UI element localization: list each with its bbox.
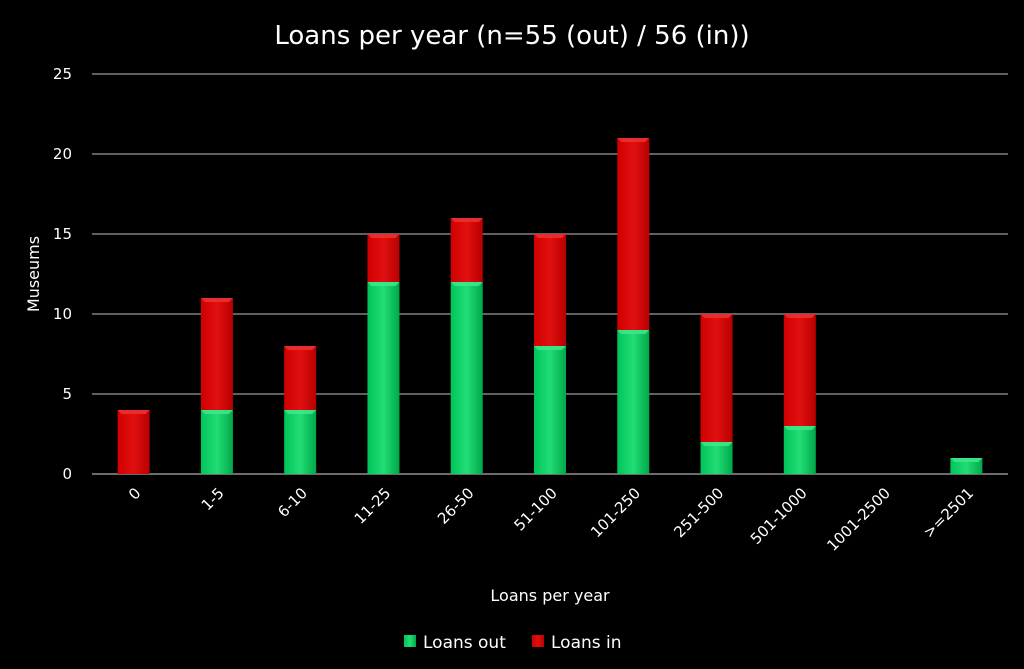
bar-loans-in — [284, 346, 317, 410]
bar-bevel — [200, 410, 233, 414]
legend-label-loans-out: Loans out — [423, 633, 506, 653]
bar-bevel — [367, 282, 400, 286]
x-tick-label: 11-25 — [351, 484, 395, 528]
bar-bevel — [200, 298, 233, 302]
x-axis-ticks: 0 1-5 6-10 11-25 26-50 51-100 101-250 251-500 50… — [125, 484, 977, 555]
y-tick-label: 0 — [62, 465, 72, 483]
bar-loans-out — [450, 282, 483, 474]
y-tick-label: 10 — [53, 305, 72, 323]
x-tick-label: >=2501 — [920, 484, 977, 541]
x-tick-label: 0 — [125, 484, 144, 503]
bar-loans-in — [200, 298, 233, 410]
bar-loans-out — [534, 346, 566, 474]
x-tick-label: 51-100 — [511, 484, 561, 534]
bar-bevel — [783, 314, 816, 318]
x-tick-label: 251-500 — [670, 484, 727, 541]
bar-bevel — [700, 314, 733, 318]
bar-loans-in — [534, 234, 566, 346]
bar-bevel — [367, 234, 400, 238]
bar-loans-out — [367, 282, 400, 474]
bar-bevel — [284, 410, 317, 414]
bar-bevel — [950, 458, 983, 462]
bar-loans-out — [700, 442, 733, 474]
legend-label-loans-in: Loans in — [551, 633, 622, 653]
legend: Loans out Loans in — [404, 633, 622, 653]
bar-loans-in — [450, 218, 483, 282]
bars — [117, 138, 983, 474]
y-axis-ticks: 0 5 10 15 20 25 — [53, 65, 72, 483]
bar-bevel — [534, 346, 566, 350]
bar-bevel — [700, 442, 733, 446]
x-tick-label: 1-5 — [198, 484, 228, 514]
y-tick-label: 25 — [53, 65, 72, 83]
x-tick-label: 101-250 — [587, 484, 644, 541]
bar-bevel — [534, 234, 566, 238]
bar-loans-in — [700, 314, 733, 442]
bar-loans-in — [783, 314, 816, 426]
x-tick-label: 1001-2500 — [823, 484, 894, 555]
bar-bevel — [284, 346, 317, 350]
legend-swatch-loans-out — [404, 635, 416, 647]
y-tick-label: 20 — [53, 145, 72, 163]
x-tick-label: 6-10 — [274, 484, 311, 521]
x-tick-label: 26-50 — [434, 484, 478, 528]
y-tick-label: 15 — [53, 225, 72, 243]
bar-bevel — [117, 410, 150, 414]
bar-loans-out — [284, 410, 317, 474]
bar-bevel — [783, 426, 816, 430]
bar-loans-in — [617, 138, 650, 330]
bar-bevel — [450, 282, 483, 286]
y-axis-title: Museums — [24, 236, 43, 312]
bar-loans-out — [617, 330, 650, 474]
legend-swatch-loans-in — [532, 635, 544, 647]
y-tick-label: 5 — [62, 385, 72, 403]
x-axis-title: Loans per year — [490, 586, 610, 605]
bar-loans-out — [200, 410, 233, 474]
bar-bevel — [617, 330, 650, 334]
bar-loans-out — [783, 426, 816, 474]
x-tick-label: 501-1000 — [747, 484, 811, 548]
bar-loans-in — [117, 410, 150, 474]
bar-bevel — [617, 138, 650, 142]
bar-loans-in — [367, 234, 400, 282]
chart-title: Loans per year (n=55 (out) / 56 (in)) — [274, 21, 749, 51]
bar-bevel — [450, 218, 483, 222]
